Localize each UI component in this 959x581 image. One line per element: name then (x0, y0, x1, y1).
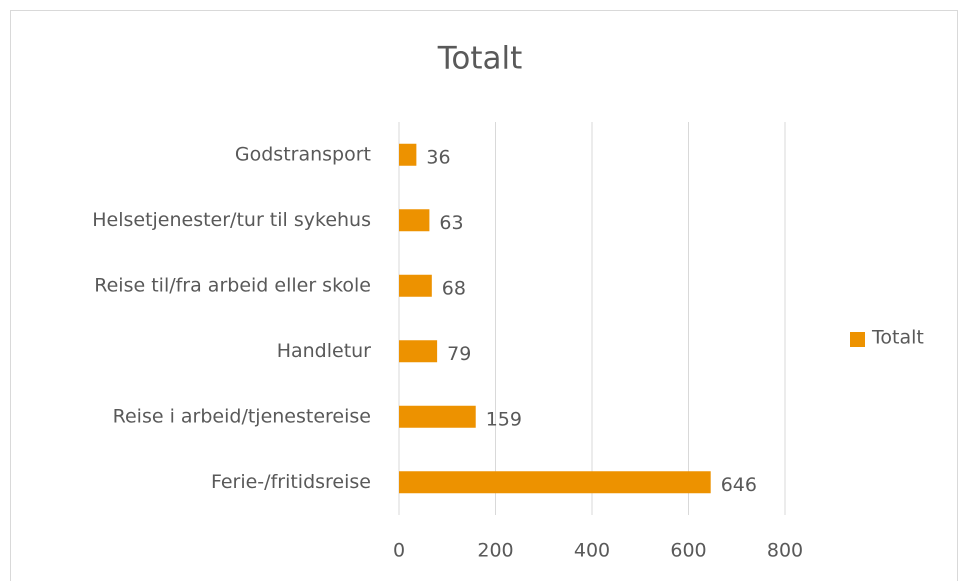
y-tick-label: Godstransport (235, 143, 371, 165)
x-tick-label: 0 (393, 540, 405, 562)
bar (399, 274, 432, 297)
bar (399, 209, 430, 232)
x-tick-label: 200 (477, 540, 513, 562)
y-tick-label: Reise i arbeid/tjenestereise (113, 405, 371, 427)
data-label: 79 (447, 343, 471, 365)
y-tick-label: Ferie-/fritidsreise (211, 471, 371, 493)
bar (399, 471, 711, 494)
y-tick-label: Helsetjenester/tur til sykehus (92, 209, 371, 231)
legend-swatch (850, 332, 865, 347)
data-label: 159 (486, 408, 522, 430)
bar (399, 340, 438, 363)
y-tick-label: Handletur (277, 340, 371, 362)
data-label: 646 (721, 474, 757, 496)
legend-label: Totalt (871, 327, 924, 349)
bar (399, 405, 476, 428)
y-tick-label: Reise til/fra arbeid eller skole (94, 274, 371, 296)
bar (399, 143, 417, 166)
data-label: 36 (426, 146, 450, 168)
x-tick-label: 800 (767, 540, 803, 562)
data-label: 68 (442, 277, 466, 299)
chart-title: Totalt (437, 41, 523, 77)
data-label: 63 (439, 212, 463, 234)
x-tick-label: 600 (670, 540, 706, 562)
x-tick-label: 400 (574, 540, 610, 562)
